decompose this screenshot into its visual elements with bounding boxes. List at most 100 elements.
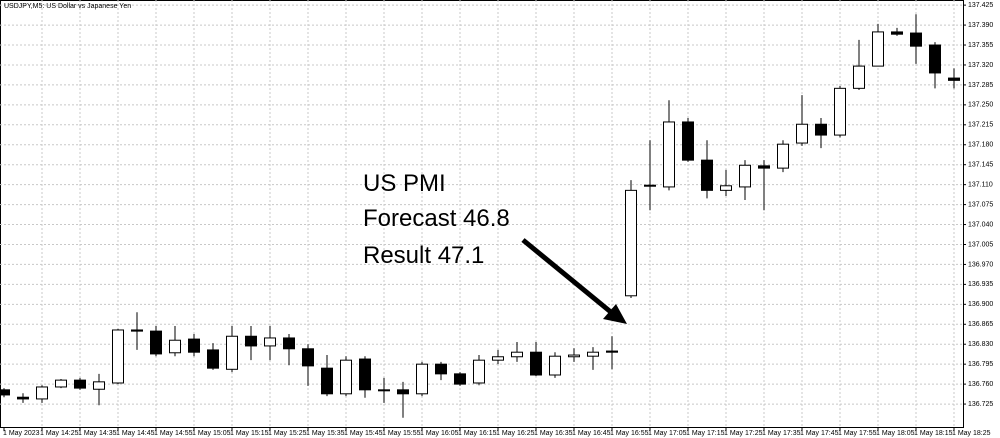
candle-body — [264, 337, 276, 347]
candle-body — [796, 123, 808, 144]
candle-body — [0, 389, 10, 396]
candle-body — [17, 396, 29, 400]
annotation: Forecast 46.8 — [363, 205, 510, 232]
candle-body — [853, 65, 865, 89]
candle-body — [929, 44, 941, 74]
y-tick-label: 136.935 — [968, 281, 993, 288]
candle-body — [283, 337, 295, 350]
candle-body — [777, 143, 789, 169]
candle-body — [625, 189, 637, 297]
candle-body — [36, 386, 48, 400]
x-tick-label: 1 May 18:05 — [876, 430, 915, 437]
candle-body — [663, 121, 675, 188]
candle-body — [169, 339, 181, 354]
candle-body — [359, 358, 371, 391]
candle-body — [340, 359, 352, 395]
y-tick-label: 137.110 — [968, 181, 993, 188]
x-tick-label: 1 May 14:25 — [40, 430, 79, 437]
y-tick-label: 137.285 — [968, 82, 993, 89]
x-tick-label: 1 May 15:25 — [268, 430, 307, 437]
y-tick-label: 137.215 — [968, 122, 993, 129]
chart-title: USDJPY,M5: US Dollar vs Japanese Yen — [4, 3, 131, 10]
candle-body — [55, 379, 67, 388]
candle-body — [948, 77, 960, 81]
x-tick-label: 1 May 16:15 — [458, 430, 497, 437]
candle-body — [910, 32, 922, 47]
x-tick-label: 1 May 16:55 — [610, 430, 649, 437]
annotation: Result 47.1 — [363, 242, 484, 269]
y-tick-label: 137.320 — [968, 62, 993, 69]
candle-body — [682, 121, 694, 161]
candles — [0, 14, 960, 418]
candle-body — [245, 335, 257, 347]
x-tick-label: 1 May 17:05 — [648, 430, 687, 437]
y-tick-label: 137.250 — [968, 102, 993, 109]
x-tick-label: 1 May 15:15 — [230, 430, 269, 437]
x-tick-label: 1 May 16:45 — [572, 430, 611, 437]
candle-body — [720, 185, 732, 191]
x-tick-label: 1 May 14:55 — [154, 430, 193, 437]
candle-body — [891, 31, 903, 35]
x-tick-label: 1 May 16:35 — [534, 430, 573, 437]
x-tick-label: 1 May 16:05 — [420, 430, 459, 437]
candle-body — [321, 367, 333, 395]
x-tick-label: 1 May 18:15 — [914, 430, 953, 437]
candle-body — [397, 389, 409, 395]
arrow-head — [603, 304, 627, 324]
x-tick-label: 1 May 17:15 — [686, 430, 725, 437]
x-tick-label: 1 May 15:45 — [344, 430, 383, 437]
candle-body — [587, 351, 599, 357]
arrow-shaft — [521, 238, 614, 315]
candle-body — [302, 348, 314, 367]
y-tick-label: 137.145 — [968, 162, 993, 169]
candle-body — [644, 184, 656, 187]
x-tick-label: 1 May 14:45 — [116, 430, 155, 437]
x-tick-label: 1 May 2023 — [3, 430, 40, 437]
x-tick-label: 1 May 15:55 — [382, 430, 421, 437]
x-tick-label: 1 May 14:35 — [78, 430, 117, 437]
x-tick-label: 1 May 15:05 — [192, 430, 231, 437]
y-tick-label: 136.830 — [968, 341, 993, 348]
candle-body — [435, 363, 447, 375]
candle-body — [701, 159, 713, 191]
x-tick-label: 1 May 15:35 — [306, 430, 345, 437]
x-tick-label: 1 May 16:25 — [496, 430, 535, 437]
x-tick-label: 1 May 17:55 — [838, 430, 877, 437]
y-tick-label: 137.390 — [968, 22, 993, 29]
candle-body — [872, 31, 884, 67]
x-tick-label: 1 May 18:25 — [952, 430, 991, 437]
candle-body — [606, 350, 618, 353]
candle-body — [758, 165, 770, 169]
candle-body — [454, 373, 466, 385]
candle-body — [131, 329, 143, 332]
x-tick-label: 1 May 17:25 — [724, 430, 763, 437]
candle-body — [492, 356, 504, 361]
candle-body — [473, 359, 485, 384]
y-tick-label: 137.425 — [968, 2, 993, 9]
x-tick-label: 1 May 17:35 — [762, 430, 801, 437]
y-tick-label: 136.725 — [968, 401, 993, 408]
candle-body — [74, 379, 86, 389]
y-tick-label: 136.795 — [968, 361, 993, 368]
candle-body — [93, 381, 105, 390]
y-tick-label: 136.900 — [968, 301, 993, 308]
annotation: US PMI — [363, 170, 446, 197]
candle-body — [207, 349, 219, 369]
candle-body — [150, 330, 162, 355]
candle-body — [511, 351, 523, 358]
plot-frame — [0, 0, 964, 428]
y-tick-label: 136.865 — [968, 321, 993, 328]
y-tick-label: 136.970 — [968, 261, 993, 268]
y-tick-label: 136.760 — [968, 381, 993, 388]
y-tick-label: 137.005 — [968, 241, 993, 248]
y-tick-label: 137.075 — [968, 201, 993, 208]
candle-body — [378, 389, 390, 392]
candle-body — [530, 351, 542, 376]
candle-body — [188, 338, 200, 353]
candle-body — [112, 329, 124, 384]
candle-body — [834, 87, 846, 136]
y-tick-label: 137.355 — [968, 42, 993, 49]
candle-body — [568, 354, 580, 358]
y-tick-label: 137.040 — [968, 221, 993, 228]
